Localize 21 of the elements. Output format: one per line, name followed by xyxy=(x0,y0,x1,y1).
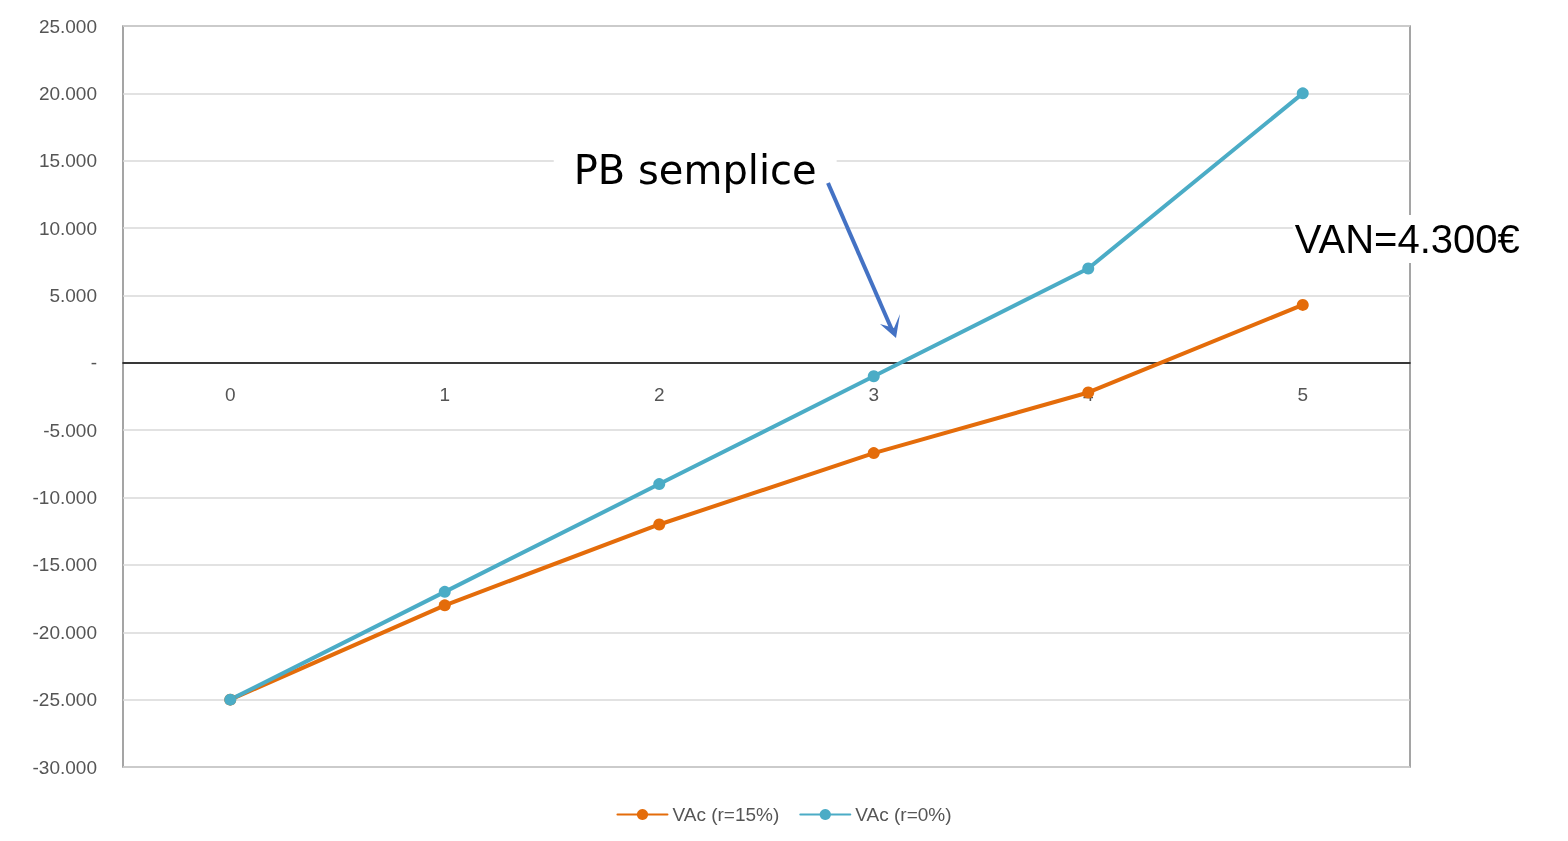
y-tick-label: - xyxy=(90,352,97,374)
y-tick-label: -20.000 xyxy=(32,621,97,643)
legend-label: VAc (r=15%) xyxy=(672,804,780,825)
y-tick-label: -25.000 xyxy=(32,689,97,711)
annotation: PB semplice xyxy=(573,147,817,194)
annotation: VAN=4.300€ xyxy=(1294,216,1520,261)
y-tick-label: 20.000 xyxy=(38,82,97,104)
x-tick-label: 0 xyxy=(224,383,236,405)
x-tick-label: 5 xyxy=(1297,383,1309,405)
legend-label: VAc (r=0%) xyxy=(855,804,952,825)
y-tick-label: 25.000 xyxy=(38,15,97,37)
x-tick-label: 1 xyxy=(439,383,451,405)
y-tick-label: 15.000 xyxy=(38,150,97,172)
y-tick-label: -15.000 xyxy=(32,554,97,576)
x-tick-label: 2 xyxy=(653,383,665,405)
y-tick-label: 10.000 xyxy=(38,217,97,239)
y-tick-label: -30.000 xyxy=(32,756,97,778)
x-tick-label: 3 xyxy=(868,383,880,405)
y-tick-label: -10.000 xyxy=(32,487,97,509)
y-tick-label: -5.000 xyxy=(43,419,97,441)
y-tick-label: 5.000 xyxy=(49,284,97,306)
